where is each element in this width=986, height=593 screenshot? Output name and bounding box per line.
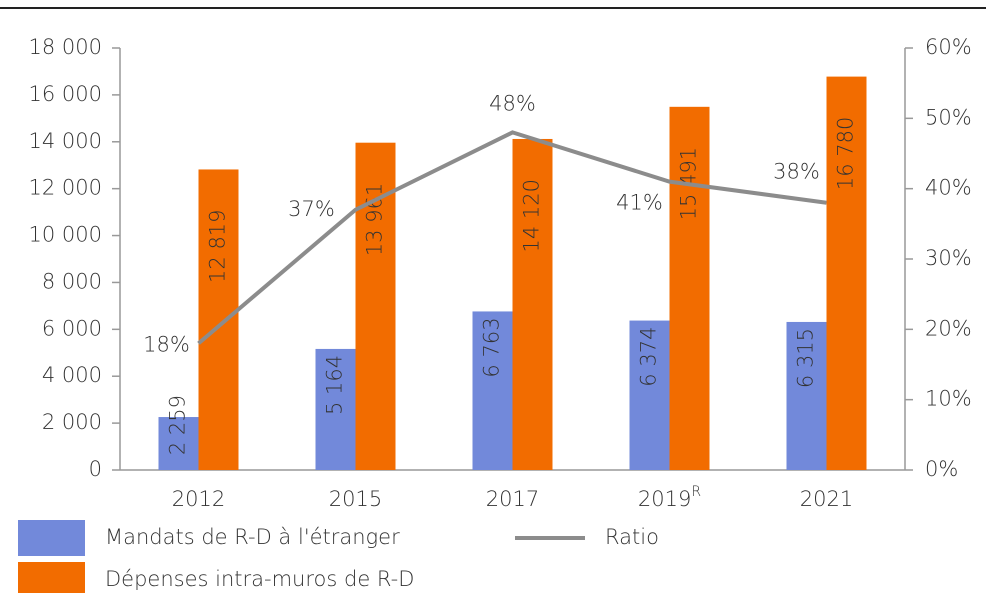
legend-swatch [18, 562, 85, 593]
x-tick-label: 2019R [638, 484, 701, 511]
bar [355, 142, 396, 470]
x-tick-text: 2012 [172, 487, 225, 511]
y2-tick-label: 50% [925, 105, 972, 129]
y2-tick-label: 20% [925, 316, 972, 340]
y-tick-label: 14 000 [29, 129, 102, 153]
bar-value-label: 12 819 [206, 209, 230, 282]
legend-swatch [18, 520, 85, 556]
y-tick-label: 6 000 [42, 316, 102, 340]
y-tick-label: 0 [89, 457, 102, 481]
bar-value-label: 6 315 [794, 328, 818, 388]
ratio-label: 38% [773, 160, 820, 184]
y-tick-label: 10 000 [29, 223, 102, 247]
x-tick-label: 2015 [329, 487, 382, 511]
bar-value-label: 13 961 [363, 183, 387, 256]
bar [158, 417, 199, 470]
bar [315, 348, 356, 470]
y-tick-label: 4 000 [42, 363, 102, 387]
y2-tick-label: 30% [925, 246, 972, 270]
x-tick-label: 2021 [800, 487, 853, 511]
bar [669, 106, 710, 470]
y2-tick-label: 10% [925, 387, 972, 411]
y-tick-label: 16 000 [29, 82, 102, 106]
ratio-label: 41% [616, 191, 663, 215]
x-tick-text: 2017 [486, 487, 539, 511]
bar [472, 311, 513, 470]
x-tick-text: 2015 [329, 487, 382, 511]
bar-value-label: 5 164 [323, 355, 347, 415]
x-tick-text: 2019 [638, 487, 691, 511]
ratio-label: 48% [489, 91, 536, 115]
bar-value-label: 14 120 [520, 179, 544, 252]
legend-label: Ratio [605, 525, 659, 549]
y-tick-label: 12 000 [29, 176, 102, 200]
x-tick-label: 2017 [486, 487, 539, 511]
ratio-line [197, 130, 827, 345]
bar-value-label: 2 259 [166, 395, 190, 455]
y2-tick-label: 60% [925, 35, 972, 59]
ratio-label: 37% [288, 197, 335, 221]
legend-label: Mandats de R-D à l'étranger [105, 525, 400, 549]
bar [512, 138, 553, 470]
bar [826, 76, 867, 470]
bar-value-label: 6 763 [480, 317, 504, 377]
y-tick-label: 18 000 [29, 35, 102, 59]
legend-label: Dépenses intra-muros de R-D [105, 567, 414, 591]
y2-tick-label: 40% [925, 176, 972, 200]
x-tick-text: 2021 [800, 487, 853, 511]
bar-value-label: 6 374 [637, 327, 661, 387]
x-tick-label: 2012 [172, 487, 225, 511]
bar [786, 321, 827, 470]
bar [629, 320, 670, 470]
bar [198, 169, 239, 470]
x-tick-note: R [691, 484, 701, 500]
ratio-label: 18% [143, 332, 190, 356]
y-tick-label: 8 000 [42, 269, 102, 293]
y-tick-label: 2 000 [42, 410, 102, 434]
bar-value-label: 16 780 [834, 117, 858, 190]
y2-tick-label: 0% [925, 457, 958, 481]
